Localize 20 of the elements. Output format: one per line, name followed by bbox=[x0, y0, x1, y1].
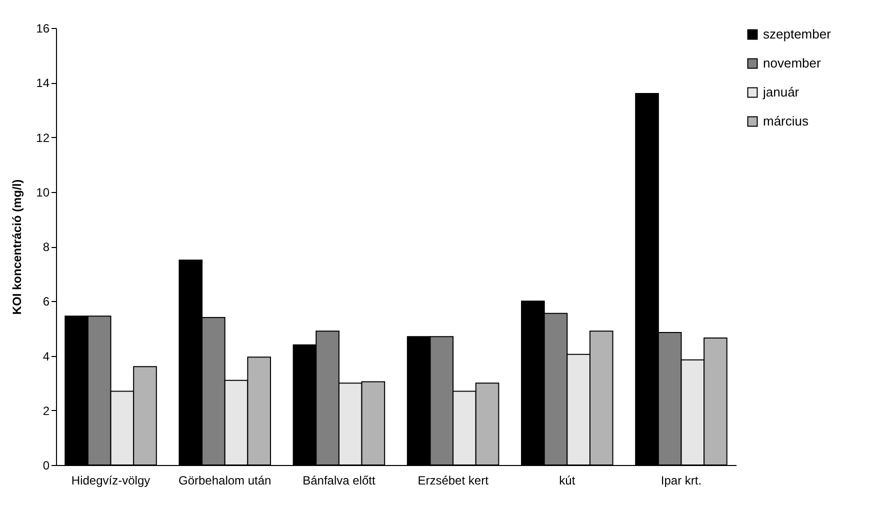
x-tick-label: Bánfalva előtt bbox=[302, 474, 376, 488]
legend-label: szeptember bbox=[763, 26, 832, 42]
y-axis-title: KOI koncentráció (mg/l) bbox=[10, 179, 24, 315]
y-tick-label: 2 bbox=[42, 404, 50, 418]
legend-label: január bbox=[762, 84, 800, 100]
x-tick-label: Ipar krt. bbox=[660, 474, 702, 488]
y-tick-label: 16 bbox=[36, 22, 50, 36]
y-tick-label: 12 bbox=[36, 130, 50, 145]
x-tick-label: kút bbox=[559, 474, 576, 488]
y-tick-label: 14 bbox=[36, 76, 50, 90]
y-tick-label: 6 bbox=[42, 294, 50, 309]
x-tick-label: Görbehalom után bbox=[178, 474, 272, 488]
y-tick-label: 10 bbox=[36, 185, 50, 200]
y-tick-label: 8 bbox=[42, 240, 50, 254]
legend-label: november bbox=[763, 56, 822, 70]
x-tick-label: Hidegvíz-völgy bbox=[71, 474, 150, 488]
x-tick-label: Erzsébet kert bbox=[418, 474, 490, 488]
legend-label: március bbox=[763, 114, 810, 128]
y-tick-label: 4 bbox=[42, 349, 50, 364]
y-tick-label: 0 bbox=[42, 458, 50, 472]
